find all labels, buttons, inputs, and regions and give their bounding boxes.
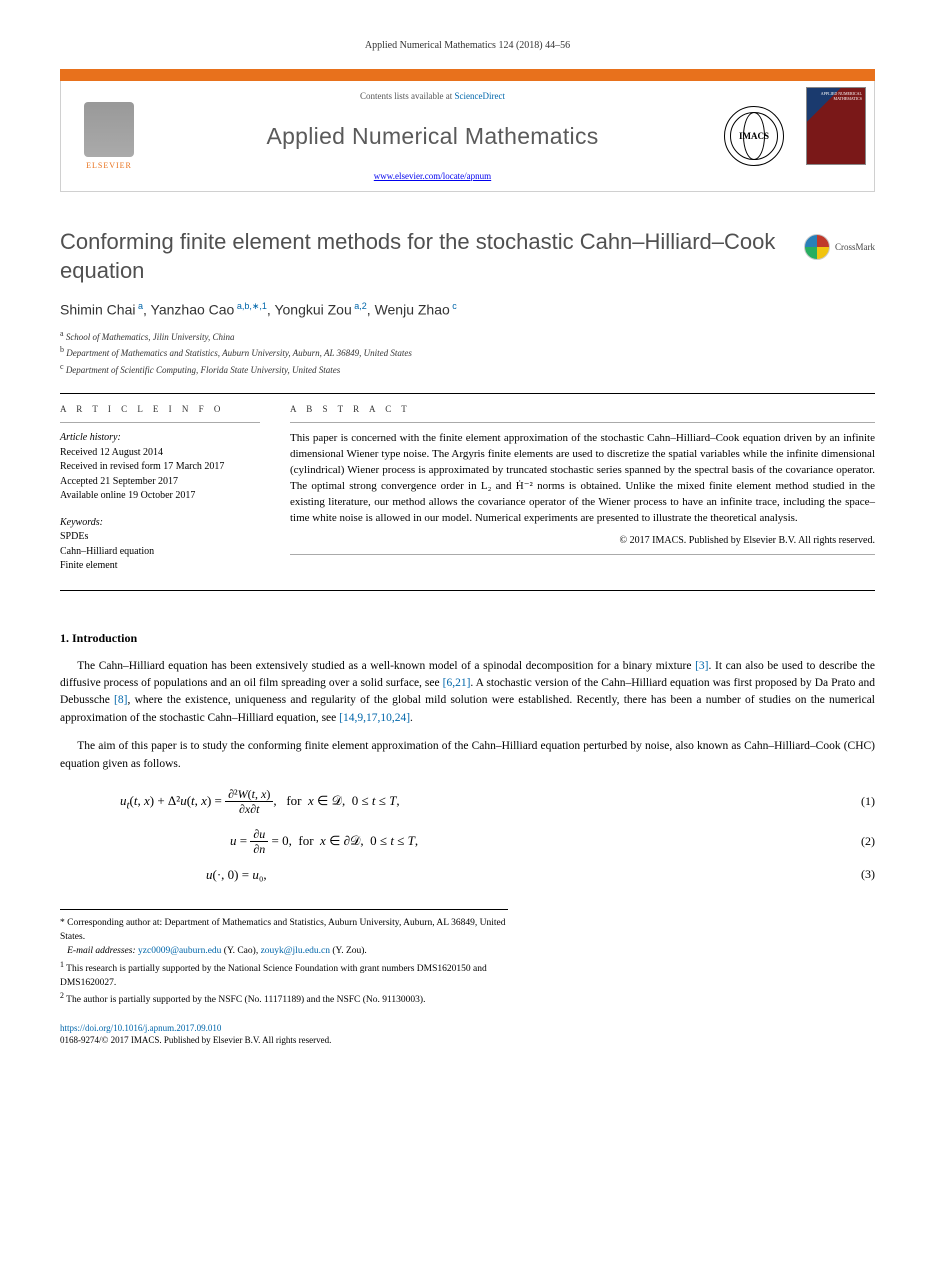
author-sup: c xyxy=(450,301,457,311)
author-sup: a xyxy=(135,301,143,311)
sciencedirect-link[interactable]: ScienceDirect xyxy=(455,91,505,101)
contents-available: Contents lists available at ScienceDirec… xyxy=(165,91,700,101)
section-title: 1. Introduction xyxy=(60,631,875,646)
author-sup: a,2 xyxy=(352,301,367,311)
text-span: The Cahn–Hilliard equation has been exte… xyxy=(77,660,695,672)
abstract-text: This paper is concerned with the finite … xyxy=(290,431,875,527)
equation-1: ut(t, x) + Δ²u(t, x) = ∂²W(t, x)∂x∂t, fo… xyxy=(120,787,875,817)
abstract-head: A B S T R A C T xyxy=(290,404,875,414)
contents-prefix: Contents lists available at xyxy=(360,91,454,101)
footer: https://doi.org/10.1016/j.apnum.2017.09.… xyxy=(60,1022,875,1047)
keyword-line: Finite element xyxy=(60,559,260,574)
cover-image-label: APPLIED NUMERICAL MATHEMATICS xyxy=(807,91,862,101)
equation-3: u(·, 0) = u₀, (3) xyxy=(120,867,875,883)
divider xyxy=(60,393,875,394)
footnotes: * Corresponding author at: Department of… xyxy=(60,909,508,1008)
keyword-line: SPDEs xyxy=(60,530,260,545)
equation-2: u = ∂u∂n = 0, for x ∈ ∂𝒟, 0 ≤ t ≤ T, (2) xyxy=(120,827,875,857)
intro-para-1: The Cahn–Hilliard equation has been exte… xyxy=(60,658,875,727)
section-introduction: 1. Introduction The Cahn–Hilliard equati… xyxy=(60,631,875,883)
footnote-2: 2 The author is partially supported by t… xyxy=(60,990,508,1007)
thin-divider xyxy=(60,422,260,423)
journal-header: ELSEVIER Contents lists available at Sci… xyxy=(60,81,875,192)
divider xyxy=(60,590,875,591)
elsevier-logo: ELSEVIER xyxy=(61,81,157,191)
page: Applied Numerical Mathematics 124 (2018)… xyxy=(0,0,935,1087)
affiliation-line: a School of Mathematics, Jilin Universit… xyxy=(60,328,875,345)
article-title: Conforming finite element methods for th… xyxy=(60,228,804,285)
cover-image: APPLIED NUMERICAL MATHEMATICS xyxy=(806,87,866,165)
eq-content: u = ∂u∂n = 0, for x ∈ ∂𝒟, 0 ≤ t ≤ T, xyxy=(120,827,835,857)
imacs-logo-box: IMACS xyxy=(708,81,800,191)
email-link[interactable]: zouyk@jlu.edu.cn xyxy=(261,946,330,956)
author-name: Yongkui Zou xyxy=(274,302,351,318)
cover-thumbnail: APPLIED NUMERICAL MATHEMATICS xyxy=(800,81,874,191)
crossmark-label: CrossMark xyxy=(835,242,875,252)
author-name: Yanzhao Cao xyxy=(151,302,235,318)
elsevier-tree-icon xyxy=(84,102,134,157)
crossmark-badge[interactable]: CrossMark xyxy=(804,234,875,260)
article-info-column: A R T I C L E I N F O Article history: R… xyxy=(60,404,260,574)
corresponding-author-note: * Corresponding author at: Department of… xyxy=(60,916,508,945)
history-line: Received in revised form 17 March 2017 xyxy=(60,460,260,475)
abstract-copyright: © 2017 IMACS. Published by Elsevier B.V.… xyxy=(290,535,875,546)
intro-para-2: The aim of this paper is to study the co… xyxy=(60,738,875,773)
history-line: Received 12 August 2014 xyxy=(60,446,260,461)
keyword-line: Cahn–Hilliard equation xyxy=(60,545,260,560)
journal-url-link[interactable]: www.elsevier.com/locate/apnum xyxy=(374,171,491,181)
email-link[interactable]: yzc0009@auburn.edu xyxy=(138,946,221,956)
article-info-head: A R T I C L E I N F O xyxy=(60,404,260,414)
citation-link[interactable]: [8] xyxy=(114,694,127,706)
author-list: Shimin Chai a, Yanzhao Cao a,b,∗,1, Yong… xyxy=(60,301,875,318)
history-line: Available online 19 October 2017 xyxy=(60,489,260,504)
thin-divider xyxy=(290,422,875,423)
journal-name: Applied Numerical Mathematics xyxy=(165,123,700,150)
text-span: (Y. Zou). xyxy=(330,946,367,956)
citation-link[interactable]: [6,21] xyxy=(443,677,471,689)
eq-number: (1) xyxy=(835,794,875,809)
issn-copyright: 0168-9274/© 2017 IMACS. Published by Els… xyxy=(60,1035,331,1045)
author-name: Shimin Chai xyxy=(60,302,135,318)
text-span: , where the existence, uniqueness and re… xyxy=(60,694,875,723)
abstract-column: A B S T R A C T This paper is concerned … xyxy=(290,404,875,574)
article-history: Article history: Received 12 August 2014… xyxy=(60,431,260,504)
journal-reference: Applied Numerical Mathematics 124 (2018)… xyxy=(60,40,875,51)
affiliation-line: b Department of Mathematics and Statisti… xyxy=(60,344,875,361)
doi-link[interactable]: https://doi.org/10.1016/j.apnum.2017.09.… xyxy=(60,1023,221,1033)
text-span: (Y. Cao), xyxy=(221,946,260,956)
affiliation-line: c Department of Scientific Computing, Fl… xyxy=(60,361,875,378)
eq-number: (2) xyxy=(835,834,875,849)
orange-stripe xyxy=(60,69,875,81)
equation-block: ut(t, x) + Δ²u(t, x) = ∂²W(t, x)∂x∂t, fo… xyxy=(120,787,875,883)
info-abstract-row: A R T I C L E I N F O Article history: R… xyxy=(60,404,875,574)
eq-content: u(·, 0) = u₀, xyxy=(120,867,835,883)
header-center: Contents lists available at ScienceDirec… xyxy=(157,81,708,191)
footnote-1: 1 This research is partially supported b… xyxy=(60,959,508,991)
title-row: Conforming finite element methods for th… xyxy=(60,228,875,285)
eq-content: ut(t, x) + Δ²u(t, x) = ∂²W(t, x)∂x∂t, fo… xyxy=(120,787,835,817)
author-name: Wenju Zhao xyxy=(375,302,450,318)
elsevier-label: ELSEVIER xyxy=(86,161,132,170)
email-addresses: E-mail addresses: yzc0009@auburn.edu (Y.… xyxy=(60,944,508,958)
thin-divider xyxy=(290,554,875,555)
citation-link[interactable]: [14,9,17,10,24] xyxy=(339,712,410,724)
text-span: This research is partially supported by … xyxy=(60,964,487,988)
history-line: Accepted 21 September 2017 xyxy=(60,475,260,490)
email-label: E-mail addresses: xyxy=(67,946,138,956)
imacs-label: IMACS xyxy=(739,131,769,141)
crossmark-icon xyxy=(804,234,830,260)
text-span: The author is partially supported by the… xyxy=(66,995,425,1005)
imacs-globe-icon: IMACS xyxy=(724,106,784,166)
citation-link[interactable]: [3] xyxy=(695,660,708,672)
keywords-label: Keywords: xyxy=(60,516,260,531)
eq-number: (3) xyxy=(835,867,875,882)
history-label: Article history: xyxy=(60,431,260,446)
author-sup: a,b,∗,1 xyxy=(234,301,267,311)
text-span: . xyxy=(410,712,413,724)
affiliations: a School of Mathematics, Jilin Universit… xyxy=(60,328,875,378)
keywords-block: Keywords: SPDEsCahn–Hilliard equationFin… xyxy=(60,516,260,574)
text-span: Corresponding author at: Department of M… xyxy=(60,918,505,942)
